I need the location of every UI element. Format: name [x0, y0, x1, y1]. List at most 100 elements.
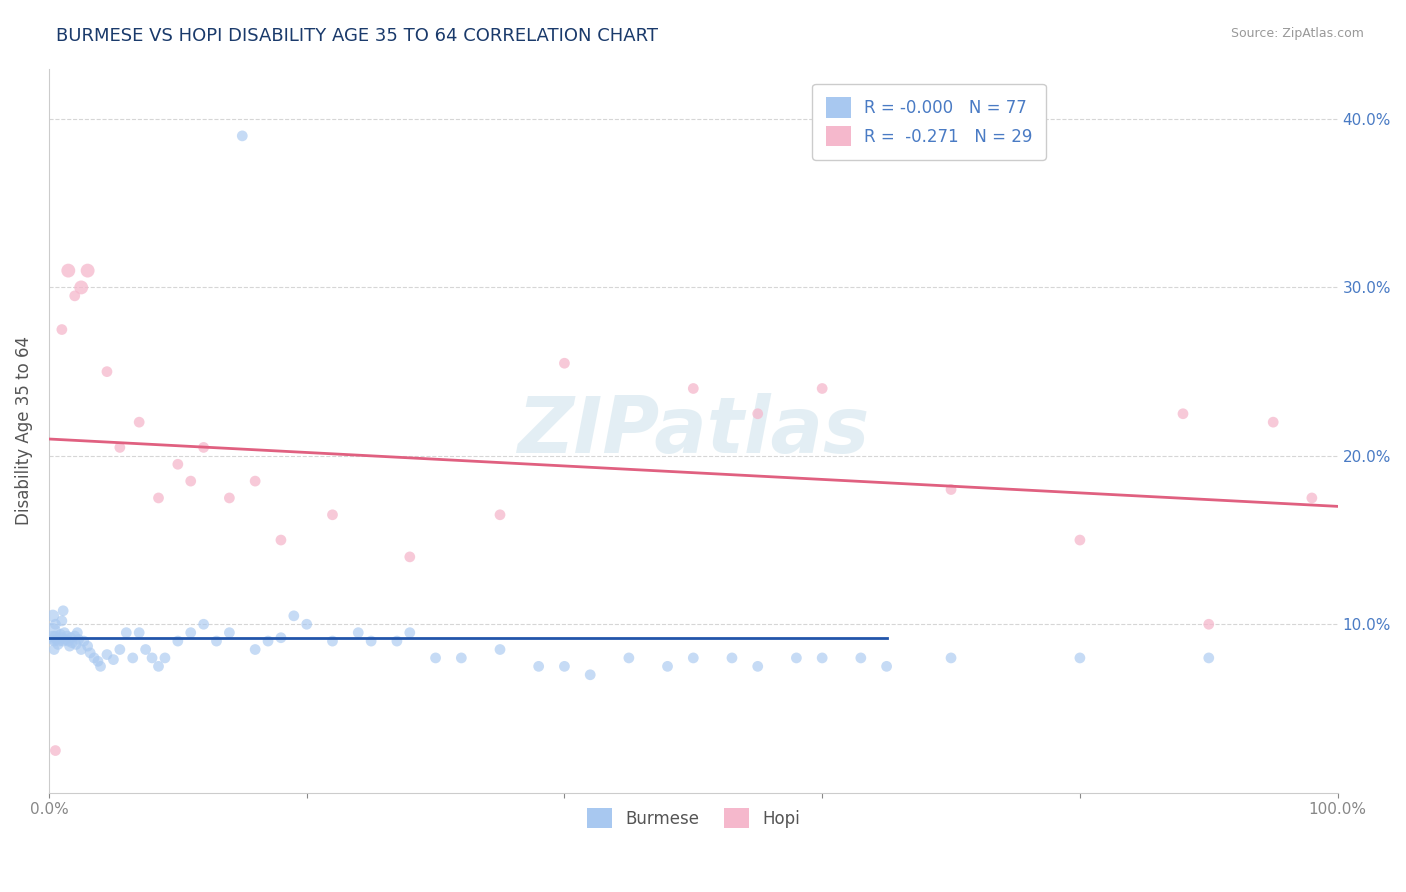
Point [141, 651, 163, 665]
Point [58, 263, 80, 277]
Point [180, 474, 202, 488]
Point [42, 631, 65, 645]
Point [96, 648, 118, 662]
Point [579, 667, 602, 681]
Point [360, 634, 382, 648]
Point [1069, 533, 1091, 547]
Point [42, 642, 65, 657]
Point [243, 642, 266, 657]
Point [166, 457, 188, 471]
Point [63, 629, 86, 643]
Point [63, 289, 86, 303]
Point [89, 659, 111, 673]
Point [148, 491, 170, 505]
Point [1198, 651, 1220, 665]
Point [67, 632, 90, 647]
Point [73, 634, 96, 648]
Point [489, 642, 512, 657]
Point [180, 625, 202, 640]
Point [1171, 407, 1194, 421]
Point [121, 651, 143, 665]
Point [51, 322, 73, 336]
Point [55, 632, 77, 647]
Point [876, 659, 898, 673]
Point [87, 654, 110, 668]
Text: Source: ZipAtlas.com: Source: ZipAtlas.com [1230, 27, 1364, 40]
Point [48, 634, 70, 648]
Point [811, 651, 834, 665]
Point [193, 441, 215, 455]
Point [42, 634, 65, 648]
Point [257, 634, 280, 648]
Legend: Burmese, Hopi: Burmese, Hopi [579, 801, 807, 835]
Point [939, 483, 962, 497]
Text: BURMESE VS HOPI DISABILITY AGE 35 TO 64 CORRELATION CHART: BURMESE VS HOPI DISABILITY AGE 35 TO 64 … [56, 27, 658, 45]
Point [939, 651, 962, 665]
Point [231, 128, 253, 143]
Point [53, 625, 76, 640]
Point [398, 625, 420, 640]
Point [682, 651, 704, 665]
Point [270, 631, 292, 645]
Point [44, 743, 66, 757]
Point [849, 651, 872, 665]
Point [785, 651, 807, 665]
Point [321, 508, 343, 522]
Point [811, 382, 834, 396]
Point [218, 491, 240, 505]
Point [657, 659, 679, 673]
Point [148, 659, 170, 673]
Point [52, 604, 75, 618]
Point [79, 646, 101, 660]
Y-axis label: Disability Age 35 to 64: Disability Age 35 to 64 [15, 336, 32, 525]
Point [243, 474, 266, 488]
Point [115, 625, 138, 640]
Text: ZIPatlas: ZIPatlas [517, 392, 869, 468]
Point [153, 651, 176, 665]
Point [166, 634, 188, 648]
Point [45, 632, 67, 647]
Point [128, 415, 150, 429]
Point [1301, 491, 1323, 505]
Point [76, 263, 98, 277]
Point [51, 631, 73, 645]
Point [385, 634, 408, 648]
Point [347, 625, 370, 640]
Point [41, 625, 63, 640]
Point [128, 625, 150, 640]
Point [42, 608, 65, 623]
Point [52, 634, 75, 648]
Point [1198, 617, 1220, 632]
Point [66, 625, 89, 640]
Point [450, 651, 472, 665]
Point [44, 617, 66, 632]
Point [65, 637, 87, 651]
Point [398, 549, 420, 564]
Point [747, 659, 769, 673]
Point [295, 617, 318, 632]
Point [617, 651, 640, 665]
Point [49, 627, 72, 641]
Point [553, 659, 575, 673]
Point [205, 634, 228, 648]
Point [527, 659, 550, 673]
Point [58, 639, 80, 653]
Point [1263, 415, 1285, 429]
Point [108, 441, 131, 455]
Point [59, 631, 82, 645]
Point [425, 651, 447, 665]
Point [721, 651, 744, 665]
Point [70, 280, 93, 294]
Point [283, 608, 305, 623]
Point [747, 407, 769, 421]
Point [553, 356, 575, 370]
Point [489, 508, 512, 522]
Point [83, 651, 105, 665]
Point [70, 642, 93, 657]
Point [1069, 651, 1091, 665]
Point [46, 637, 69, 651]
Point [60, 636, 83, 650]
Point [108, 642, 131, 657]
Point [135, 642, 157, 657]
Point [103, 652, 125, 666]
